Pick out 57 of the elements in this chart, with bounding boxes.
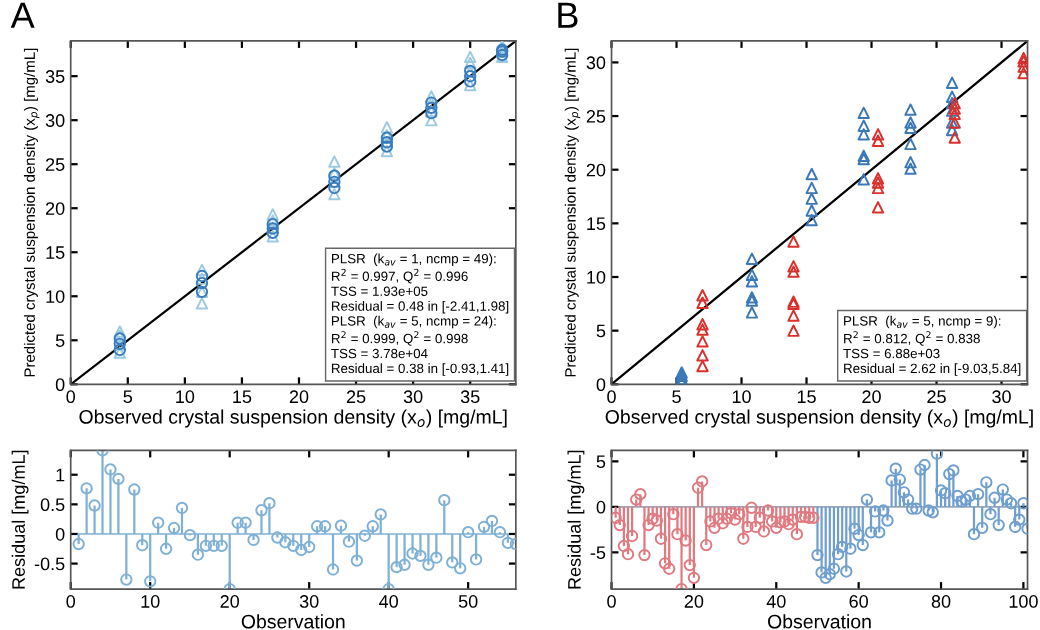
x-tick-label: 10 xyxy=(732,390,751,404)
x-tick-label: 20 xyxy=(289,390,309,404)
x-tick-label: 60 xyxy=(849,595,868,608)
x-tick-label: 10 xyxy=(141,595,160,608)
y-tick-label: 0.5 xyxy=(40,498,65,512)
y-tick-label: 1 xyxy=(56,468,65,482)
y-axis-title: Residual [mg/mL] xyxy=(567,450,585,589)
x-axis-title: Observed crystal suspension density (x$_{o}$) [mg/mL] xyxy=(605,409,1033,428)
x-tick-label: 30 xyxy=(403,390,423,404)
y-tick-label: 20 xyxy=(586,163,606,177)
y-tick-label: 25 xyxy=(586,109,606,123)
x-tick-label: 25 xyxy=(927,390,946,404)
y-tick-label: -5 xyxy=(590,546,606,560)
x-tick-label: 0 xyxy=(607,390,616,404)
x-tick-label: 50 xyxy=(458,595,478,608)
y-tick-label: 0 xyxy=(55,378,65,392)
y-tick-label: 10 xyxy=(587,270,606,284)
y-tick-label: 0 xyxy=(596,378,606,392)
y-tick-label: 5 xyxy=(596,455,606,469)
x-tick-label: 15 xyxy=(797,390,816,404)
x-axis-title: Observation xyxy=(768,614,871,629)
x-tick-label: 5 xyxy=(672,390,681,404)
x-tick-label: 20 xyxy=(862,390,881,404)
y-tick-label: 5 xyxy=(55,334,65,347)
x-tick-label: 20 xyxy=(220,595,240,608)
x-tick-label: 10 xyxy=(176,390,195,404)
x-tick-label: 80 xyxy=(931,595,951,608)
y-tick-label: 25 xyxy=(45,158,65,171)
x-tick-label: 35 xyxy=(460,390,480,404)
chart-title: B xyxy=(558,2,578,28)
y-tick-label: 0 xyxy=(596,500,606,514)
x-axis-title: Observed crystal suspension density (x$_{o}$) [mg/mL] xyxy=(79,409,507,428)
x-tick-label: 5 xyxy=(123,390,133,404)
x-tick-label: 15 xyxy=(233,390,252,404)
y-tick-label: 20 xyxy=(45,202,65,215)
x-tick-label: 20 xyxy=(684,595,704,608)
chart-title: A xyxy=(10,2,35,28)
y-tick-label: 10 xyxy=(46,290,65,303)
x-tick-label: 30 xyxy=(299,595,319,608)
x-tick-label: 40 xyxy=(766,595,786,608)
y-tick-label: 15 xyxy=(46,246,65,259)
x-tick-label: 100 xyxy=(1009,595,1038,608)
x-axis-title: Observation xyxy=(241,614,345,629)
y-tick-label: 15 xyxy=(587,217,606,231)
x-tick-label: 40 xyxy=(379,595,398,608)
y-tick-label: 35 xyxy=(45,70,65,83)
x-tick-label: 25 xyxy=(346,390,366,404)
x-tick-label: 0 xyxy=(607,595,616,608)
y-axis-title: Residual [mg/mL] xyxy=(11,450,29,589)
x-tick-label: 30 xyxy=(992,390,1011,404)
y-tick-label: -0.5 xyxy=(34,557,65,571)
y-tick-label: 30 xyxy=(45,114,65,127)
x-tick-label: 0 xyxy=(66,595,76,608)
x-tick-label: 0 xyxy=(66,390,76,404)
y-tick-label: 30 xyxy=(586,56,606,70)
y-tick-label: 5 xyxy=(596,324,606,338)
y-tick-label: 0 xyxy=(55,527,65,541)
